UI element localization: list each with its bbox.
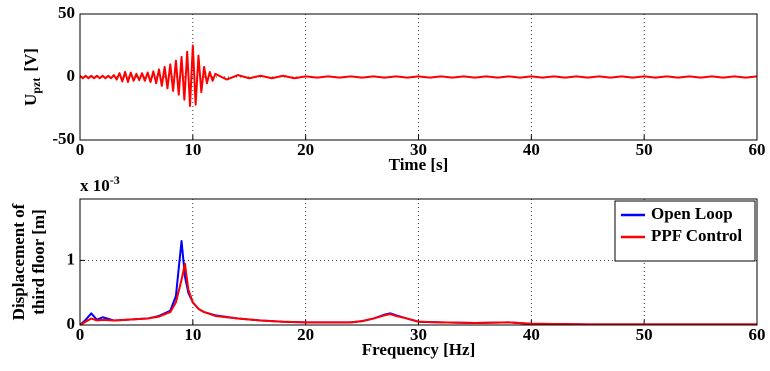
subplot: 0 10 20 30 40 50 60 0 1 Frequency [Hz] Displacemen… — [9, 173, 766, 359]
y-axis-label: third floor [m] — [29, 209, 48, 314]
data-line — [79, 44, 758, 107]
y-multiplier: x 10-3 — [80, 173, 120, 195]
x-tick-label: 40 — [523, 140, 540, 159]
y-label-unit: [V] — [21, 48, 40, 72]
x-tick-label: 10 — [184, 325, 201, 344]
x-tick-label: 30 — [410, 325, 427, 344]
data-line — [79, 262, 757, 326]
x-tick-label: 0 — [76, 325, 85, 344]
y-tick-label: 1 — [67, 249, 76, 268]
x-tick-label: 60 — [749, 140, 766, 159]
legend-label: PPF Control — [651, 226, 742, 245]
x-axis-label: Time [s] — [389, 155, 449, 174]
x-tick-label: 40 — [523, 325, 540, 344]
x-tick-label: 0 — [76, 140, 85, 159]
y-tick-label: -50 — [52, 129, 75, 148]
y-label-sub: pzt — [29, 78, 43, 94]
x-tick-label: 10 — [184, 140, 201, 159]
axes-frame — [79, 198, 758, 326]
legend-label: Open Loop — [651, 204, 733, 223]
multiplier-exp: -3 — [110, 173, 120, 187]
multiplier-base: x 10 — [80, 176, 110, 195]
x-tick-label: 50 — [636, 140, 653, 159]
x-tick-label: 30 — [410, 140, 427, 159]
x-tick-label: 20 — [297, 325, 314, 344]
y-tick-label: 0 — [67, 314, 76, 333]
y-axis-label: Displacement of — [9, 203, 28, 320]
y-axis-label: Upzt [V] — [21, 48, 43, 106]
axes-frame — [79, 13, 758, 141]
legend-box — [614, 200, 756, 262]
x-axis-label: Frequency [Hz] — [362, 340, 475, 359]
x-tick-label: 20 — [297, 140, 314, 159]
y-tick-label: 50 — [58, 3, 75, 22]
y-tick-label: 0 — [67, 66, 76, 85]
x-tick-label: 50 — [636, 325, 653, 344]
y-label-main: U — [21, 94, 40, 106]
x-tick-label: 60 — [749, 325, 766, 344]
